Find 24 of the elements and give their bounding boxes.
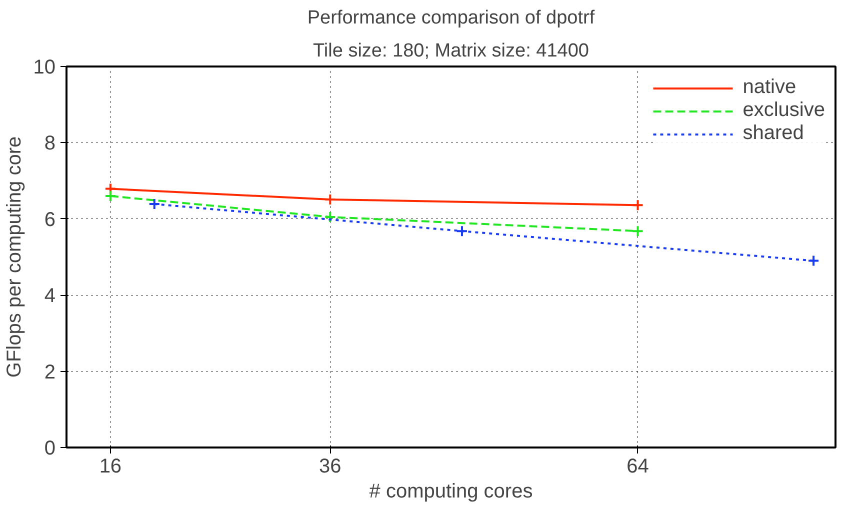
- point: [632, 225, 644, 238]
- y-tick-label: 10: [33, 56, 56, 78]
- legend-label: native: [742, 76, 796, 99]
- legend-label: shared: [742, 122, 804, 145]
- x-tick-label: 36: [319, 456, 342, 478]
- y-axis-title: GFlops per computing core: [3, 136, 26, 378]
- point: [808, 254, 820, 267]
- chart-subtitle: Tile size: 180; Matrix size: 41400: [313, 40, 589, 62]
- point: [324, 193, 336, 206]
- x-tick-label: 16: [99, 456, 122, 478]
- point: [632, 199, 644, 212]
- y-tick-label: 6: [44, 208, 56, 231]
- x-axis-title: # computing cores: [369, 480, 533, 502]
- point: [456, 225, 468, 238]
- y-tick-label: 0: [44, 438, 56, 460]
- point: [104, 190, 116, 202]
- point: [148, 198, 160, 210]
- legend-label: exclusive: [742, 99, 825, 122]
- y-tick-label: 4: [44, 285, 56, 308]
- x-tick-label: 64: [626, 456, 649, 478]
- point: [324, 210, 336, 223]
- y-tick-label: 8: [44, 132, 56, 155]
- chart-title: Performance comparison of dpotrf: [307, 8, 596, 28]
- y-tick-label: 2: [44, 361, 56, 384]
